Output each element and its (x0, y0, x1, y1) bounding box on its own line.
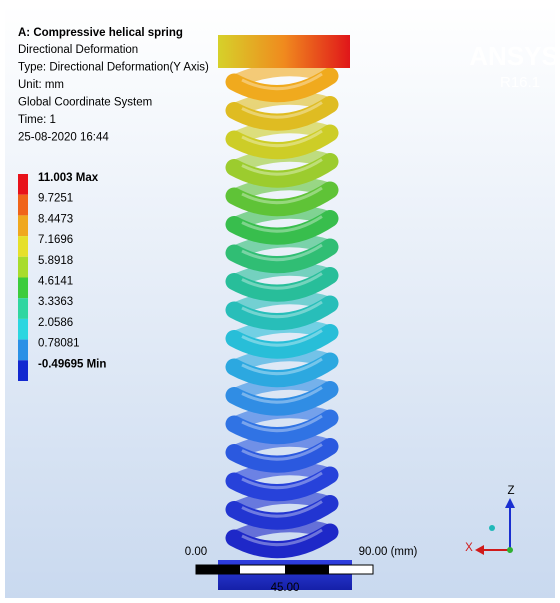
legend-swatch (18, 236, 28, 257)
scale-end: 90.00 (mm) (359, 546, 418, 558)
triad-z-label: Z (507, 485, 514, 497)
legend-swatch (18, 298, 28, 319)
legend-label: 0.78081 (38, 338, 80, 350)
scale-start: 0.00 (185, 546, 207, 558)
viewport: A: Compressive helical spring Directional… (0, 0, 560, 603)
triad-point (489, 525, 495, 531)
legend-label: 9.7251 (38, 193, 73, 205)
logo-name: ANSYS (469, 41, 559, 71)
legend-label: 5.8918 (38, 255, 73, 267)
top-plate (218, 35, 350, 68)
scale-mid: 45.00 (271, 582, 300, 594)
legend-label: -0.49695 Min (38, 358, 106, 370)
legend-swatch (18, 278, 28, 299)
legend-swatch (18, 319, 28, 340)
result-title: A: Compressive helical spring (18, 27, 183, 39)
legend-swatch (18, 340, 28, 361)
result-info: 25-08-2020 16:44 (18, 132, 109, 144)
scale-bar-black-2 (285, 565, 329, 574)
legend-swatch (18, 174, 28, 195)
legend-label: 11.003 Max (38, 172, 99, 184)
legend-label: 2.0586 (38, 317, 73, 329)
legend-swatch (18, 257, 28, 278)
legend-label: 3.3363 (38, 296, 73, 308)
legend-label: 8.4473 (38, 213, 73, 225)
legend-swatch (18, 215, 28, 236)
result-info: Global Coordinate System (18, 97, 152, 109)
legend-swatch (18, 195, 28, 216)
result-info: Time: 1 (18, 114, 56, 126)
legend-label: 4.6141 (38, 276, 73, 288)
legend-label: 7.1696 (38, 234, 73, 246)
result-info: Directional Deformation (18, 44, 138, 56)
triad-x-label: X (465, 542, 473, 554)
result-info: Unit: mm (18, 79, 64, 91)
triad-origin (507, 547, 513, 553)
scale-bar-black-1 (196, 565, 240, 574)
logo-version: R16.1 (500, 74, 540, 91)
result-info: Type: Directional Deformation(Y Axis) (18, 62, 209, 74)
legend-swatch (18, 360, 28, 381)
